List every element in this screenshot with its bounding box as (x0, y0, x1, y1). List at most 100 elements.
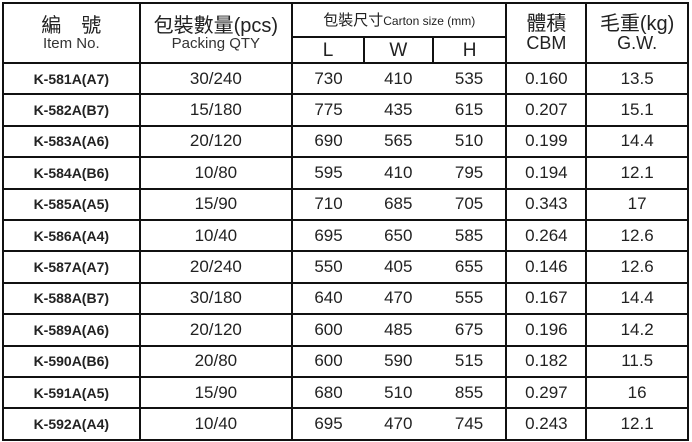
cell-qty: 15/180 (138, 93, 294, 127)
table-row: K-586A(A4) 10/40 695 650 585 0.264 12.6 (2, 218, 689, 253)
cell-item: K-587A(A7) (2, 250, 141, 284)
header-qty-en: Packing QTY (171, 34, 261, 52)
cell-cbm: 0.167 (505, 281, 588, 316)
cell-qty: 20/120 (138, 124, 294, 159)
cell-l: 550 (291, 250, 364, 284)
cell-cbm: 0.243 (505, 407, 588, 441)
cell-gw: 12.1 (585, 407, 689, 441)
cell-w: 685 (363, 187, 433, 221)
cell-qty: 15/90 (138, 375, 294, 410)
header-h: H (431, 36, 508, 64)
cell-gw: 14.4 (585, 124, 689, 159)
cell-w: 590 (363, 344, 433, 378)
cell-cbm: 0.196 (505, 313, 588, 347)
table-row: K-590A(B6) 20/80 600 590 515 0.182 11.5 (2, 344, 689, 378)
cell-gw: 15.1 (585, 93, 689, 127)
cell-h: 745 (432, 407, 508, 441)
cell-item: K-583A(A6) (2, 124, 141, 159)
cell-gw: 14.4 (585, 281, 689, 316)
cell-h: 655 (432, 250, 508, 284)
cell-w: 410 (363, 156, 433, 190)
cell-item: K-586A(A4) (2, 218, 141, 253)
cell-cbm: 0.343 (505, 187, 588, 221)
table-row: K-581A(A7) 30/240 730 410 535 0.160 13.5 (2, 61, 689, 96)
cell-gw: 16 (585, 375, 689, 410)
header-carton-size: 包裝尺寸Carton size (mm) (291, 2, 508, 38)
cell-w: 650 (363, 218, 433, 253)
cell-l: 730 (291, 61, 364, 96)
cell-qty: 15/90 (138, 187, 294, 221)
table-row: K-584A(B6) 10/80 595 410 795 0.194 12.1 (2, 156, 689, 190)
cell-w: 485 (363, 313, 433, 347)
cell-item: K-585A(A5) (2, 187, 141, 221)
cell-gw: 12.6 (585, 250, 689, 284)
cell-l: 690 (291, 124, 364, 159)
table-row: K-591A(A5) 15/90 680 510 855 0.297 16 (2, 375, 689, 410)
cell-cbm: 0.194 (505, 156, 588, 190)
cell-w: 510 (363, 375, 433, 410)
cell-cbm: 0.297 (505, 375, 588, 410)
cell-h: 615 (432, 93, 508, 127)
cell-w: 565 (363, 124, 433, 159)
cell-qty: 30/180 (138, 281, 294, 316)
cell-h: 705 (432, 187, 508, 221)
cell-gw: 13.5 (585, 61, 689, 96)
cell-h: 535 (432, 61, 508, 96)
header-gw: 毛重(kg) G.W. (585, 2, 689, 64)
header-cbm-en: CBM (526, 33, 567, 53)
cell-h: 585 (432, 218, 508, 253)
table-row: K-587A(A7) 20/240 550 405 655 0.146 12.6 (2, 250, 689, 284)
cell-h: 675 (432, 313, 508, 347)
cell-item: K-584A(B6) (2, 156, 141, 190)
cell-qty: 20/240 (138, 250, 294, 284)
cell-l: 775 (291, 93, 364, 127)
cell-cbm: 0.160 (505, 61, 588, 96)
cell-cbm: 0.146 (505, 250, 588, 284)
table-row: K-588A(B7) 30/180 640 470 555 0.167 14.4 (2, 281, 689, 316)
header-qty-zh: 包裝數量(pcs) (153, 14, 279, 37)
cell-item: K-581A(A7) (2, 61, 141, 96)
cell-w: 435 (363, 93, 433, 127)
cell-qty: 10/40 (138, 218, 294, 253)
cell-h: 555 (432, 281, 508, 316)
cell-gw: 17 (585, 187, 689, 221)
cell-h: 795 (432, 156, 508, 190)
header-item-zh: 編 號 (41, 14, 102, 37)
table-row: K-592A(A4) 10/40 695 470 745 0.243 12.1 (2, 407, 689, 441)
cell-h: 510 (432, 124, 508, 159)
header-packing-qty: 包裝數量(pcs) Packing QTY (138, 2, 294, 64)
cell-qty: 20/120 (138, 313, 294, 347)
cell-cbm: 0.264 (505, 218, 588, 253)
header-carton-zh: 包裝尺寸 (323, 11, 384, 29)
cell-h: 855 (432, 375, 508, 410)
cell-w: 405 (363, 250, 433, 284)
cell-qty: 20/80 (138, 344, 294, 378)
cell-item: K-592A(A4) (2, 407, 141, 441)
header-cbm-zh: 體積 (526, 13, 567, 35)
cell-l: 695 (291, 407, 364, 441)
header-l: L (291, 36, 365, 64)
header-item-no: 編 號 Item No. (2, 2, 141, 64)
cell-l: 680 (291, 375, 364, 410)
cell-l: 695 (291, 218, 364, 253)
cell-l: 600 (291, 344, 364, 378)
cell-cbm: 0.182 (505, 344, 588, 378)
cell-qty: 10/40 (138, 407, 294, 441)
header-gw-en: G.W. (617, 33, 658, 53)
cell-qty: 10/80 (138, 156, 294, 190)
cell-l: 600 (291, 313, 364, 347)
cell-item: K-591A(A5) (2, 375, 141, 410)
header-gw-zh: 毛重(kg) (599, 13, 675, 35)
cell-item: K-582A(B7) (2, 93, 141, 127)
cell-gw: 11.5 (585, 344, 689, 378)
cell-cbm: 0.207 (505, 93, 588, 127)
cell-l: 640 (291, 281, 364, 316)
header-w: W (362, 36, 434, 64)
cell-l: 710 (291, 187, 364, 221)
cell-item: K-589A(A6) (2, 313, 141, 347)
header-item-en: Item No. (42, 34, 100, 52)
cell-h: 515 (432, 344, 508, 378)
cell-gw: 14.2 (585, 313, 689, 347)
table-row: K-589A(A6) 20/120 600 485 675 0.196 14.2 (2, 313, 689, 347)
